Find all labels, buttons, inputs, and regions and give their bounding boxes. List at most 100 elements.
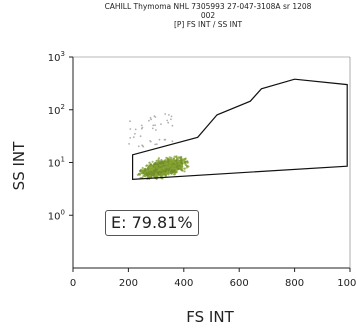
event-point bbox=[164, 164, 167, 167]
outlier-point bbox=[154, 124, 157, 127]
event-point bbox=[165, 156, 168, 159]
x-tick-label: 600 bbox=[230, 278, 249, 289]
event-point bbox=[166, 160, 170, 163]
event-point bbox=[161, 161, 164, 164]
outlier-point bbox=[150, 118, 153, 121]
event-point bbox=[168, 163, 171, 167]
outlier-point bbox=[166, 119, 169, 122]
outlier-point bbox=[142, 145, 145, 148]
event-point bbox=[159, 164, 162, 167]
event-point bbox=[172, 157, 176, 160]
outlier-point bbox=[153, 115, 156, 118]
event-point bbox=[177, 156, 180, 159]
outlier-point bbox=[170, 115, 173, 118]
event-point bbox=[154, 165, 157, 168]
outlier-point bbox=[154, 143, 157, 146]
event-point bbox=[153, 170, 156, 173]
outlier-point bbox=[160, 123, 162, 125]
x-tick-label: 200 bbox=[119, 278, 138, 289]
outlier-point bbox=[134, 132, 136, 135]
event-point bbox=[149, 163, 152, 166]
event-point bbox=[173, 163, 176, 166]
event-point bbox=[138, 173, 141, 176]
x-tick-label: 400 bbox=[174, 278, 193, 289]
outlier-point bbox=[149, 140, 152, 142]
event-point bbox=[151, 160, 154, 163]
event-point bbox=[177, 167, 180, 170]
event-point bbox=[155, 166, 159, 169]
x-axis-label: FS INT bbox=[186, 308, 234, 326]
event-point bbox=[145, 164, 148, 167]
gate-percentage-label: E: 79.81% bbox=[105, 210, 199, 236]
outlier-point bbox=[152, 124, 155, 127]
event-point bbox=[160, 174, 163, 177]
y-tick-label: 101 bbox=[48, 156, 65, 170]
event-point bbox=[157, 168, 161, 171]
event-point bbox=[153, 162, 156, 166]
event-point bbox=[146, 170, 149, 173]
event-point bbox=[157, 157, 160, 160]
y-tick-label: 103 bbox=[48, 50, 65, 64]
event-point bbox=[179, 157, 182, 160]
event-point bbox=[184, 157, 187, 160]
outlier-point bbox=[168, 114, 170, 116]
event-point bbox=[155, 168, 159, 171]
outlier-point bbox=[158, 138, 161, 141]
event-point bbox=[142, 174, 146, 177]
event-point bbox=[160, 171, 163, 174]
event-point bbox=[168, 158, 171, 161]
outlier-point bbox=[164, 113, 167, 115]
title-line-2: 002 bbox=[200, 11, 216, 20]
event-point bbox=[145, 173, 148, 176]
event-point bbox=[175, 155, 178, 159]
gate-outline bbox=[132, 78, 348, 180]
event-point bbox=[164, 169, 167, 172]
event-point bbox=[173, 173, 176, 176]
event-point bbox=[169, 161, 172, 164]
outlier-point bbox=[149, 117, 152, 119]
event-point bbox=[177, 158, 180, 161]
event-point bbox=[168, 156, 171, 159]
outlier-point bbox=[141, 144, 144, 147]
outlier-point bbox=[148, 119, 150, 122]
event-point bbox=[148, 174, 151, 178]
outlier-point bbox=[171, 140, 174, 143]
event-point bbox=[162, 166, 165, 169]
chart-title: CAHILL Thymoma NHL 7305993 27-047-3108A … bbox=[60, 2, 356, 29]
event-point bbox=[185, 166, 188, 169]
event-point bbox=[147, 172, 150, 175]
plot-frame bbox=[72, 56, 351, 269]
event-point bbox=[174, 161, 177, 164]
event-point bbox=[181, 167, 184, 170]
event-cloud bbox=[128, 113, 190, 180]
outlier-point bbox=[132, 136, 135, 139]
event-point bbox=[170, 166, 174, 169]
event-point bbox=[171, 171, 174, 174]
outlier-point bbox=[139, 135, 142, 138]
outlier-point bbox=[137, 145, 140, 148]
event-point bbox=[148, 168, 151, 171]
event-point bbox=[166, 166, 169, 169]
event-point bbox=[172, 167, 175, 170]
event-point bbox=[186, 160, 189, 163]
event-point bbox=[157, 171, 160, 174]
outlier-point bbox=[155, 143, 158, 146]
outlier-point bbox=[171, 124, 174, 127]
outlier-point bbox=[134, 128, 137, 131]
y-tick-label: 102 bbox=[48, 103, 65, 117]
event-point bbox=[183, 170, 186, 173]
event-point bbox=[162, 168, 165, 171]
event-point bbox=[179, 159, 182, 162]
event-point bbox=[150, 174, 153, 177]
x-axis-ticks: 0 200 400 600 800 1000 bbox=[70, 268, 356, 289]
event-point bbox=[152, 174, 155, 177]
event-point bbox=[139, 169, 142, 173]
y-axis-ticks: 103 102 101 100 bbox=[48, 50, 73, 222]
event-point bbox=[171, 158, 174, 161]
outlier-point bbox=[155, 129, 157, 131]
x-tick-label: 1000 bbox=[337, 278, 356, 289]
outlier-point bbox=[164, 138, 167, 141]
event-point bbox=[161, 167, 164, 170]
event-point bbox=[155, 163, 158, 166]
